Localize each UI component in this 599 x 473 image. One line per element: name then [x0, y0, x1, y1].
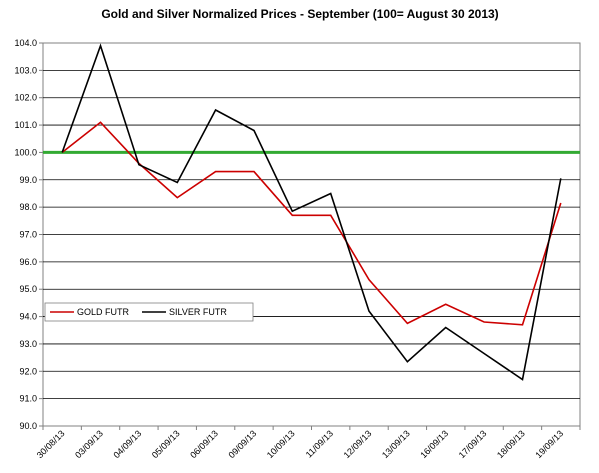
legend: GOLD FUTR SILVER FUTR	[44, 302, 254, 322]
series-line-silver	[61, 43, 562, 381]
x-tick-label: 12/09/13	[342, 428, 374, 460]
y-tick-label: 92.0	[19, 366, 37, 376]
y-tick-label: 104.0	[14, 38, 37, 48]
y-tick-label: 97.0	[19, 230, 37, 240]
x-tick-label: 30/08/13	[35, 428, 67, 460]
x-tick-label: 19/09/13	[533, 428, 565, 460]
x-tick-label: 06/09/13	[188, 428, 220, 460]
legend-label-gold: GOLD FUTR	[77, 307, 130, 317]
y-tick-label: 90.0	[19, 421, 37, 431]
series-line-gold	[61, 121, 562, 326]
y-tick-label: 102.0	[14, 93, 37, 103]
x-tick-label: 03/09/13	[73, 428, 105, 460]
x-tick-label: 16/09/13	[418, 428, 450, 460]
y-tick-label: 91.0	[19, 394, 37, 404]
x-tick-label: 17/09/13	[457, 428, 489, 460]
y-tick-label: 94.0	[19, 312, 37, 322]
x-tick-label: 09/09/13	[227, 428, 259, 460]
y-tick-label: 99.0	[19, 175, 37, 185]
y-tick-label: 96.0	[19, 257, 37, 267]
x-axis: 30/08/13 03/09/13 04/09/13 05/09/13 06/09/13…	[35, 426, 581, 460]
x-tick-label: 18/09/13	[495, 428, 527, 460]
y-tick-label: 93.0	[19, 339, 37, 349]
y-tick-label: 103.0	[14, 65, 37, 75]
y-tick-label: 98.0	[19, 202, 37, 212]
x-tick-label: 05/09/13	[150, 428, 182, 460]
chart-title: Gold and Silver Normalized Prices - Sept…	[101, 7, 498, 21]
x-tick-label: 10/09/13	[265, 428, 297, 460]
x-tick-label: 13/09/13	[380, 428, 412, 460]
y-tick-label: 100.0	[14, 147, 37, 157]
y-tick-label: 101.0	[14, 120, 37, 130]
legend-label-silver: SILVER FUTR	[169, 307, 227, 317]
series-group	[61, 43, 562, 381]
x-tick-label: 11/09/13	[304, 428, 335, 459]
y-tick-label: 95.0	[19, 284, 37, 294]
x-tick-label: 04/09/13	[111, 428, 143, 460]
y-axis: 90.0 91.0 92.0 93.0 94.0 95.0 96.0 97.0 98.0 99.0…	[14, 38, 43, 431]
